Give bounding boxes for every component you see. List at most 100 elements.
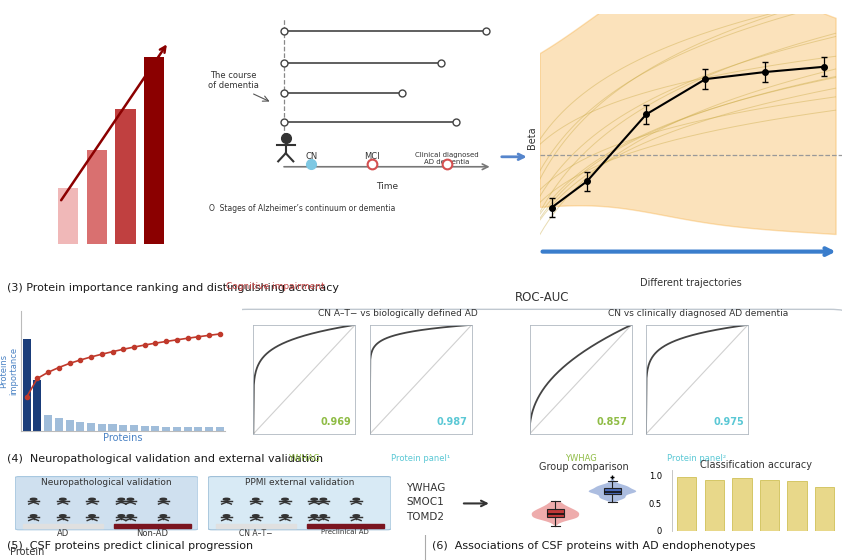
Circle shape bbox=[282, 515, 288, 517]
Circle shape bbox=[128, 515, 133, 517]
Bar bbox=[54, 418, 63, 431]
Bar bbox=[151, 426, 160, 431]
Text: PPMI external validation: PPMI external validation bbox=[245, 478, 354, 487]
Text: YWHAG: YWHAG bbox=[406, 483, 445, 493]
Text: ROC-AUC: ROC-AUC bbox=[514, 291, 570, 304]
Text: Neuropathological validation: Neuropathological validation bbox=[42, 478, 172, 487]
Circle shape bbox=[89, 498, 95, 500]
Text: CN A–T−: CN A–T− bbox=[239, 529, 273, 538]
Bar bbox=[144, 57, 164, 244]
Text: CN vs clinically diagnosed AD dementia: CN vs clinically diagnosed AD dementia bbox=[608, 309, 788, 318]
PathPatch shape bbox=[604, 488, 621, 494]
Circle shape bbox=[311, 515, 317, 517]
Text: O  Stages of Alzheimer’s continuum or dementia: O Stages of Alzheimer’s continuum or dem… bbox=[209, 204, 395, 213]
Text: YWHAG: YWHAG bbox=[288, 454, 320, 463]
Text: (5)  CSF proteins predict clinical progression: (5) CSF proteins predict clinical progre… bbox=[7, 541, 253, 551]
Text: Time: Time bbox=[376, 181, 398, 190]
Circle shape bbox=[60, 515, 66, 517]
Text: (6)  Associations of CSF proteins with AD endophenotypes: (6) Associations of CSF proteins with AD… bbox=[432, 541, 756, 551]
Title: Group comparison: Group comparison bbox=[539, 462, 629, 472]
Text: TOMD2: TOMD2 bbox=[406, 512, 444, 521]
Circle shape bbox=[118, 498, 124, 500]
Bar bbox=[65, 420, 74, 431]
Circle shape bbox=[282, 498, 288, 500]
Bar bbox=[195, 427, 202, 431]
Text: Cognitive impairment: Cognitive impairment bbox=[225, 282, 325, 291]
Circle shape bbox=[252, 498, 259, 500]
Text: MCI: MCI bbox=[364, 152, 380, 161]
FancyBboxPatch shape bbox=[208, 477, 391, 530]
Text: 0.987: 0.987 bbox=[437, 417, 468, 427]
Text: 0.857: 0.857 bbox=[597, 417, 627, 427]
Title: Classification accuracy: Classification accuracy bbox=[700, 460, 812, 470]
Text: Protein panel¹: Protein panel¹ bbox=[391, 454, 450, 463]
Bar bbox=[33, 380, 42, 431]
Circle shape bbox=[128, 498, 133, 500]
Circle shape bbox=[353, 498, 360, 500]
Circle shape bbox=[311, 498, 317, 500]
Bar bbox=[141, 426, 149, 431]
Circle shape bbox=[320, 498, 326, 500]
Text: YWHAG: YWHAG bbox=[564, 454, 597, 463]
Bar bbox=[307, 524, 383, 528]
Circle shape bbox=[160, 498, 167, 500]
Circle shape bbox=[224, 498, 230, 500]
Bar bbox=[23, 339, 31, 431]
Text: The course
of dementia: The course of dementia bbox=[207, 71, 258, 90]
Bar bbox=[173, 427, 181, 431]
Circle shape bbox=[353, 515, 360, 517]
X-axis label: Proteins: Proteins bbox=[104, 432, 143, 442]
Bar bbox=[98, 424, 105, 431]
Bar bbox=[58, 188, 78, 244]
Text: Clinical diagnosed
AD dementia: Clinical diagnosed AD dementia bbox=[416, 152, 479, 165]
Text: Preclinical AD: Preclinical AD bbox=[321, 529, 369, 535]
Bar bbox=[732, 478, 751, 531]
Bar bbox=[216, 524, 296, 528]
Circle shape bbox=[89, 515, 95, 517]
Bar bbox=[109, 424, 116, 431]
Text: Non-AD: Non-AD bbox=[136, 529, 168, 538]
Bar bbox=[162, 427, 170, 431]
Bar bbox=[787, 481, 807, 531]
Bar bbox=[705, 480, 724, 531]
Text: 0.975: 0.975 bbox=[713, 417, 744, 427]
PathPatch shape bbox=[547, 510, 564, 517]
Text: SMOC1: SMOC1 bbox=[406, 497, 444, 507]
Bar bbox=[23, 524, 103, 528]
Circle shape bbox=[224, 515, 230, 517]
Text: Protein: Protein bbox=[10, 548, 44, 558]
Circle shape bbox=[252, 515, 259, 517]
Text: Protein panel²: Protein panel² bbox=[667, 454, 727, 463]
Text: (4)  Neuropathological validation and external validation: (4) Neuropathological validation and ext… bbox=[7, 454, 323, 464]
Text: 0.969: 0.969 bbox=[320, 417, 351, 427]
Bar bbox=[677, 477, 696, 531]
Bar bbox=[87, 150, 107, 244]
FancyBboxPatch shape bbox=[15, 477, 198, 530]
Text: AD: AD bbox=[57, 529, 69, 538]
Bar bbox=[184, 427, 192, 431]
Circle shape bbox=[160, 515, 167, 517]
Bar bbox=[76, 422, 84, 431]
Circle shape bbox=[118, 515, 124, 517]
Bar bbox=[44, 414, 52, 431]
Bar bbox=[119, 424, 128, 431]
Circle shape bbox=[320, 515, 326, 517]
Bar bbox=[87, 423, 95, 431]
Bar bbox=[114, 524, 190, 528]
Circle shape bbox=[31, 498, 37, 500]
Text: Different trajectories: Different trajectories bbox=[640, 278, 741, 288]
Bar bbox=[216, 427, 224, 431]
Circle shape bbox=[60, 498, 66, 500]
Text: CN: CN bbox=[305, 152, 318, 161]
Text: CN A–T− vs biologically defined AD: CN A–T− vs biologically defined AD bbox=[318, 309, 478, 318]
Bar bbox=[815, 487, 835, 531]
Circle shape bbox=[31, 515, 37, 517]
Text: (3) Protein importance ranking and distinguishing accuracy: (3) Protein importance ranking and disti… bbox=[7, 283, 339, 293]
Y-axis label: Proteins
importance: Proteins importance bbox=[0, 347, 19, 395]
Bar bbox=[130, 425, 138, 431]
FancyBboxPatch shape bbox=[230, 309, 847, 444]
Bar bbox=[205, 427, 213, 431]
Bar bbox=[115, 109, 136, 244]
Y-axis label: Beta: Beta bbox=[527, 126, 537, 148]
Bar bbox=[760, 480, 779, 531]
